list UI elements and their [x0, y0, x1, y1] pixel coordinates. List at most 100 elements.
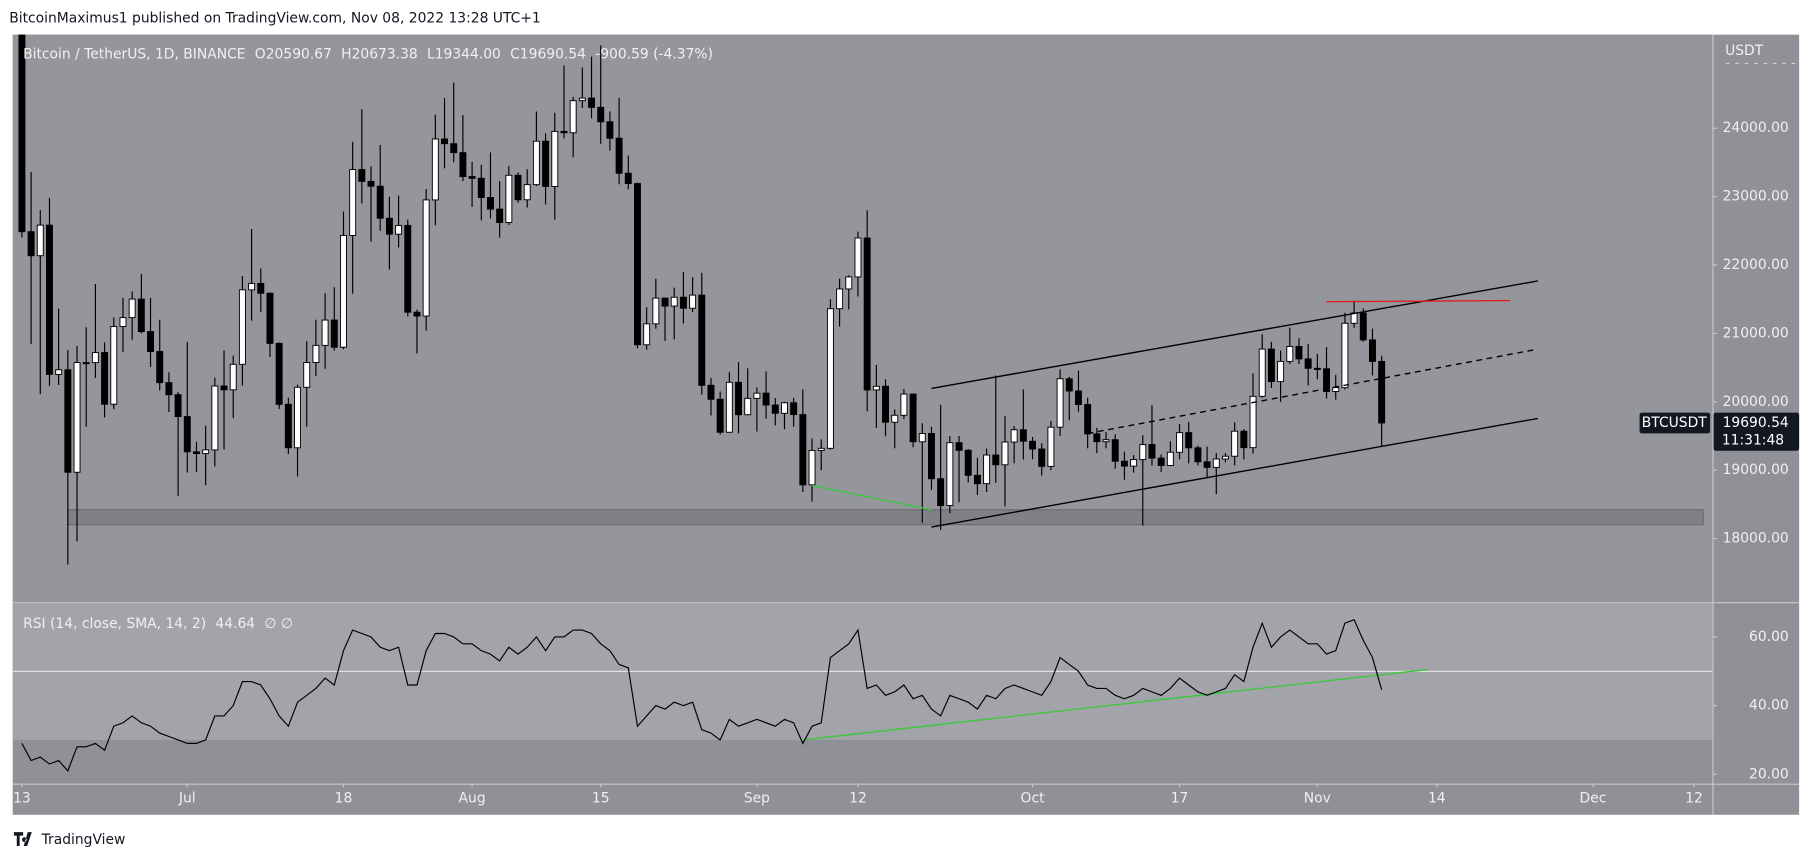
candle-body	[1240, 430, 1248, 449]
countdown-label: 11:31:48	[1722, 432, 1784, 448]
candle-body	[110, 326, 118, 405]
candle-body	[1313, 367, 1321, 370]
candle-body	[891, 414, 899, 423]
candle-body	[1295, 346, 1303, 360]
candle-body	[872, 385, 880, 391]
candle-body	[1212, 458, 1220, 468]
trend-line	[931, 417, 1538, 528]
legend-key: O	[255, 46, 266, 62]
candle-body	[1120, 460, 1128, 467]
candle-body	[1286, 346, 1294, 362]
candle-body	[1176, 432, 1184, 453]
candle-body	[91, 352, 99, 364]
candle-body	[624, 172, 632, 185]
candle-body	[882, 385, 890, 423]
price-plot	[18, 34, 1704, 565]
rsi-tick-label: 20.00	[1749, 766, 1789, 782]
candle-body	[147, 331, 154, 352]
candle-body	[450, 143, 458, 154]
candle-body	[1304, 358, 1312, 369]
rsi-title: RSI (14, close, SMA, 14, 2)	[23, 616, 206, 632]
candle-body	[661, 297, 669, 307]
x-tick-label: 12	[849, 791, 867, 807]
x-tick-label: 14	[1428, 791, 1446, 807]
candle-body	[1084, 404, 1092, 435]
candle-body	[358, 169, 366, 182]
candle-body	[1019, 429, 1027, 442]
rsi-pane	[12, 603, 1713, 772]
legend: Bitcoin / TetherUS, 1D, BINANCE O20590.67…	[23, 46, 713, 62]
support-zone	[67, 509, 1704, 526]
candle-body	[431, 138, 439, 201]
legend-key: H	[341, 46, 351, 62]
legend-value: 20673.38	[352, 46, 418, 62]
candle-body	[1194, 447, 1202, 463]
candle-body	[487, 197, 494, 210]
candle-body	[845, 276, 853, 290]
candle-body	[1231, 430, 1239, 457]
candle-body	[1258, 348, 1266, 397]
price-pane	[12, 34, 1713, 603]
candle-body	[238, 289, 246, 365]
candle-body	[1359, 312, 1367, 341]
candle-body	[937, 478, 945, 507]
candle-body	[799, 414, 807, 486]
axes: 18000.00 19000.00 20000.00 21000.00 22000.00…	[13, 120, 1800, 807]
candle-body	[1047, 426, 1055, 467]
y-tick-label: 23000.00	[1723, 189, 1789, 205]
candle-body	[220, 385, 228, 391]
candle-body	[817, 447, 825, 451]
candle-body	[983, 454, 991, 485]
candle-body	[395, 224, 403, 235]
candle-body	[1249, 395, 1257, 449]
y-tick-label: 19000.00	[1723, 462, 1789, 478]
candle-body	[1130, 459, 1138, 467]
candle-body	[927, 433, 935, 480]
y-tick-label: 22000.00	[1723, 257, 1789, 273]
candle-body	[183, 416, 191, 453]
candle-body	[836, 288, 844, 310]
candle-body	[735, 381, 742, 416]
candle-body	[551, 130, 559, 187]
candle-body	[542, 140, 550, 187]
candle-body	[909, 393, 917, 443]
candle-body	[964, 449, 972, 476]
candle-body	[404, 224, 412, 313]
rsi-value: 44.64	[215, 616, 255, 632]
trend-line	[811, 484, 932, 511]
candle-body	[128, 298, 136, 319]
candle-body	[266, 292, 274, 344]
candle-body	[1378, 360, 1386, 424]
symbol-tag	[1639, 412, 1711, 434]
candle-body	[1111, 439, 1119, 462]
x-tick-label: 17	[1171, 791, 1189, 807]
candle-body	[514, 174, 522, 201]
candle-body	[633, 183, 641, 346]
candle-body	[615, 137, 623, 174]
candle-body	[790, 402, 798, 416]
candle-body	[716, 398, 724, 433]
candle-body	[1148, 444, 1156, 459]
trend-line	[1326, 299, 1511, 303]
candle-body	[477, 177, 485, 198]
candle-body	[27, 231, 35, 257]
x-tick-label: Sep	[744, 791, 770, 807]
rsi-flags: ∅ ∅	[264, 616, 293, 632]
trend-line	[1087, 348, 1538, 435]
candle-body	[156, 351, 164, 384]
trend-line	[931, 280, 1538, 390]
candle-body	[670, 296, 678, 307]
candle-body	[349, 169, 357, 236]
candle-body	[193, 451, 200, 455]
candle-body	[248, 282, 256, 291]
candle-body	[955, 442, 963, 451]
candle-body	[101, 352, 109, 405]
candle-body	[1185, 432, 1193, 449]
candle-body	[946, 442, 954, 507]
rsi-legend: RSI (14, close, SMA, 14, 2) 44.64 ∅ ∅	[23, 616, 293, 632]
candle-body	[284, 403, 292, 449]
candle-body	[1341, 322, 1349, 389]
candle-body	[1065, 378, 1073, 392]
x-tick-label: Jul	[178, 791, 196, 807]
